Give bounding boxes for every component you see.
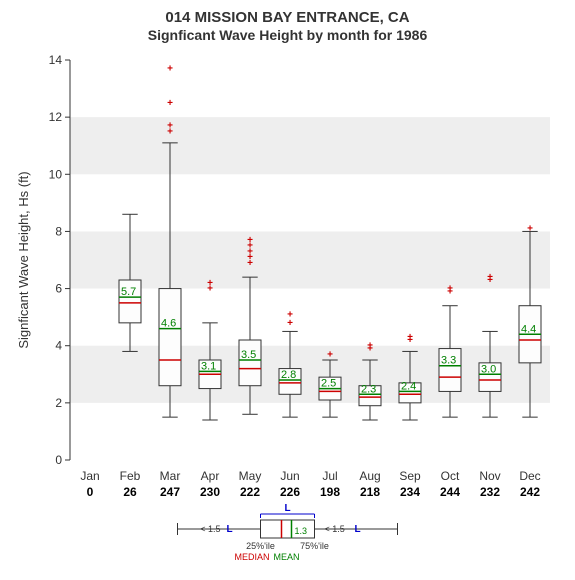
svg-text:2.5: 2.5	[321, 378, 336, 390]
svg-text:+: +	[367, 341, 373, 352]
svg-text:+: +	[247, 235, 253, 246]
month-label: Apr	[201, 469, 220, 483]
month-label: May	[239, 469, 262, 483]
svg-text:14: 14	[49, 53, 63, 67]
month-count: 230	[200, 485, 220, 499]
month-count: 232	[480, 485, 500, 499]
chart-title: 014 MISSION BAY ENTRANCE, CA	[165, 9, 409, 26]
month-label: Nov	[479, 469, 500, 483]
svg-text:12: 12	[49, 110, 63, 124]
month-label: Oct	[441, 469, 460, 483]
legend-median: MEDIAN	[234, 552, 269, 562]
month-count: 222	[240, 485, 260, 499]
svg-text:+: +	[407, 332, 413, 343]
month-count: 198	[320, 485, 340, 499]
month-count: 247	[160, 485, 180, 499]
svg-text:3.1: 3.1	[201, 360, 216, 372]
svg-text:1.3: 1.3	[295, 526, 308, 536]
svg-text:4.4: 4.4	[521, 323, 536, 335]
month-label: Dec	[519, 469, 540, 483]
svg-text:3.5: 3.5	[241, 349, 256, 361]
svg-text:L: L	[284, 503, 290, 514]
svg-text:75%'ile: 75%'ile	[300, 541, 329, 551]
svg-text:2.4: 2.4	[401, 380, 416, 392]
svg-text:10: 10	[49, 167, 63, 181]
svg-text:0: 0	[55, 453, 62, 467]
svg-text:< 1.5: < 1.5	[325, 524, 345, 534]
svg-text:+: +	[167, 121, 173, 132]
svg-text:3.0: 3.0	[481, 363, 496, 375]
svg-text:L: L	[227, 524, 233, 535]
svg-text:+: +	[447, 284, 453, 295]
month-label: Mar	[160, 469, 181, 483]
month-label: Jan	[80, 469, 99, 483]
svg-text:8: 8	[55, 224, 62, 238]
month-count: 244	[440, 485, 460, 499]
month-count: 234	[400, 485, 420, 499]
month-label: Jun	[280, 469, 299, 483]
svg-text:L: L	[355, 524, 361, 535]
svg-text:4.6: 4.6	[161, 318, 176, 330]
svg-text:+: +	[487, 272, 493, 283]
svg-text:4: 4	[55, 339, 62, 353]
month-count: 242	[520, 485, 540, 499]
legend-mean: MEAN	[274, 552, 300, 562]
svg-text:2.3: 2.3	[361, 383, 376, 395]
svg-text:+: +	[167, 98, 173, 109]
wave-height-boxplot: { "title": "014 MISSION BAY ENTRANCE, CA…	[0, 0, 575, 580]
month-count: 0	[87, 485, 94, 499]
svg-text:+: +	[207, 278, 213, 289]
svg-text:< 1.5: < 1.5	[200, 524, 220, 534]
chart-subtitle: Signficant Wave Height by month for 1986	[148, 27, 428, 43]
month-label: Sep	[399, 469, 421, 483]
svg-text:2: 2	[55, 396, 62, 410]
svg-text:6: 6	[55, 282, 62, 296]
svg-text:2.8: 2.8	[281, 369, 296, 381]
svg-text:25%'ile: 25%'ile	[246, 541, 275, 551]
y-axis-label: Signficant Wave Height, Hs (ft)	[16, 171, 31, 348]
month-count: 226	[280, 485, 300, 499]
svg-text:+: +	[167, 64, 173, 75]
svg-text:+: +	[527, 224, 533, 235]
month-label: Jul	[322, 469, 337, 483]
svg-text:3.3: 3.3	[441, 355, 456, 367]
chart-svg: 014 MISSION BAY ENTRANCE, CASignficant W…	[0, 0, 575, 580]
month-label: Feb	[120, 469, 141, 483]
svg-text:+: +	[287, 309, 293, 320]
month-label: Aug	[359, 469, 380, 483]
svg-text:+: +	[327, 349, 333, 360]
svg-text:5.7: 5.7	[121, 286, 136, 298]
month-count: 26	[123, 485, 137, 499]
month-count: 218	[360, 485, 380, 499]
